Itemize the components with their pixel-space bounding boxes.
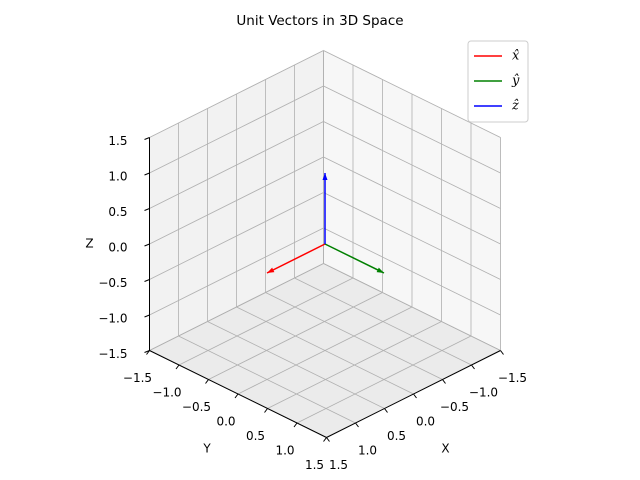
x-tick-label: 0.0 [416,415,435,429]
grid-line [267,321,442,409]
tick-mark [326,437,330,442]
z-tick-label: 1.5 [108,134,127,148]
grid-line [323,85,501,174]
tick-mark [264,408,268,413]
tick-mark [144,279,150,282]
tick-mark [413,393,417,399]
grid-line [208,292,383,380]
grid-line [149,156,324,245]
grid-line [149,227,324,316]
tick-mark [144,243,150,247]
tick-mark [144,350,150,353]
legend-label: ŷ [511,74,520,89]
vector-shaft [324,243,385,274]
tick-mark [293,422,298,428]
grid-line [149,263,324,351]
tick-mark [384,408,388,413]
chart-title: Unit Vectors in 3D Space [236,13,403,29]
tick-mark [144,208,150,211]
y-tick-label: 1.0 [275,444,294,458]
x-axis [326,350,501,438]
vector-shaft [266,243,326,274]
tick-mark [355,422,359,428]
grid-line [149,85,324,174]
vector-head [376,267,384,273]
x-tick-label: 1.5 [329,458,348,472]
tick-mark [144,314,150,318]
grid-line [323,227,501,316]
x-tick-label: −0.5 [440,400,469,414]
tick-mark [234,393,239,399]
x-tick-label: 0.5 [387,429,406,443]
y-tick-label: 0.5 [246,429,265,443]
grid-line [323,121,501,209]
y-axis-label: Y [202,442,211,456]
tick-mark [471,364,475,370]
z-tick-label: −1.5 [98,347,127,361]
z-tick-label: 1.0 [108,170,127,184]
tick-mark [144,172,150,176]
y-tick-label: −1.5 [123,371,152,385]
y-axis [149,350,327,438]
tick-mark [175,364,180,370]
grid-line [323,50,501,138]
grid-line [178,277,354,366]
x-axis-label: X [441,442,449,456]
z-tick-label: 0.0 [108,241,127,255]
z-tick-label: 0.5 [108,205,127,219]
y-tick-label: 0.0 [216,415,235,429]
tick-mark [323,437,327,442]
tick-mark [144,137,150,140]
x-tick-label: −1.5 [498,371,527,385]
grid-line [323,192,501,280]
z-axis-label: Z [85,237,93,251]
tick-mark [500,350,504,355]
tick-mark [205,379,209,384]
y-tick-label: −0.5 [182,400,211,414]
grid-line [149,50,324,138]
grid-line [149,192,324,280]
grid-line [296,335,472,424]
grid-line [323,156,501,245]
grid-line [323,263,501,351]
grid-line [237,306,413,395]
x-tick-label: 1.0 [358,444,377,458]
legend-label: x̂ [512,49,520,64]
vector-head [267,267,275,273]
legend-label: ẑ [511,99,519,114]
y-tick-label: 1.5 [305,458,324,472]
z-tick-label: −0.5 [98,276,127,290]
grid-line [149,121,324,209]
x-tick-label: −1.0 [469,386,498,400]
y-tick-label: −1.0 [152,386,181,400]
vector-head [322,173,328,180]
z-tick-label: −1.0 [98,312,127,326]
tick-mark [442,379,446,384]
